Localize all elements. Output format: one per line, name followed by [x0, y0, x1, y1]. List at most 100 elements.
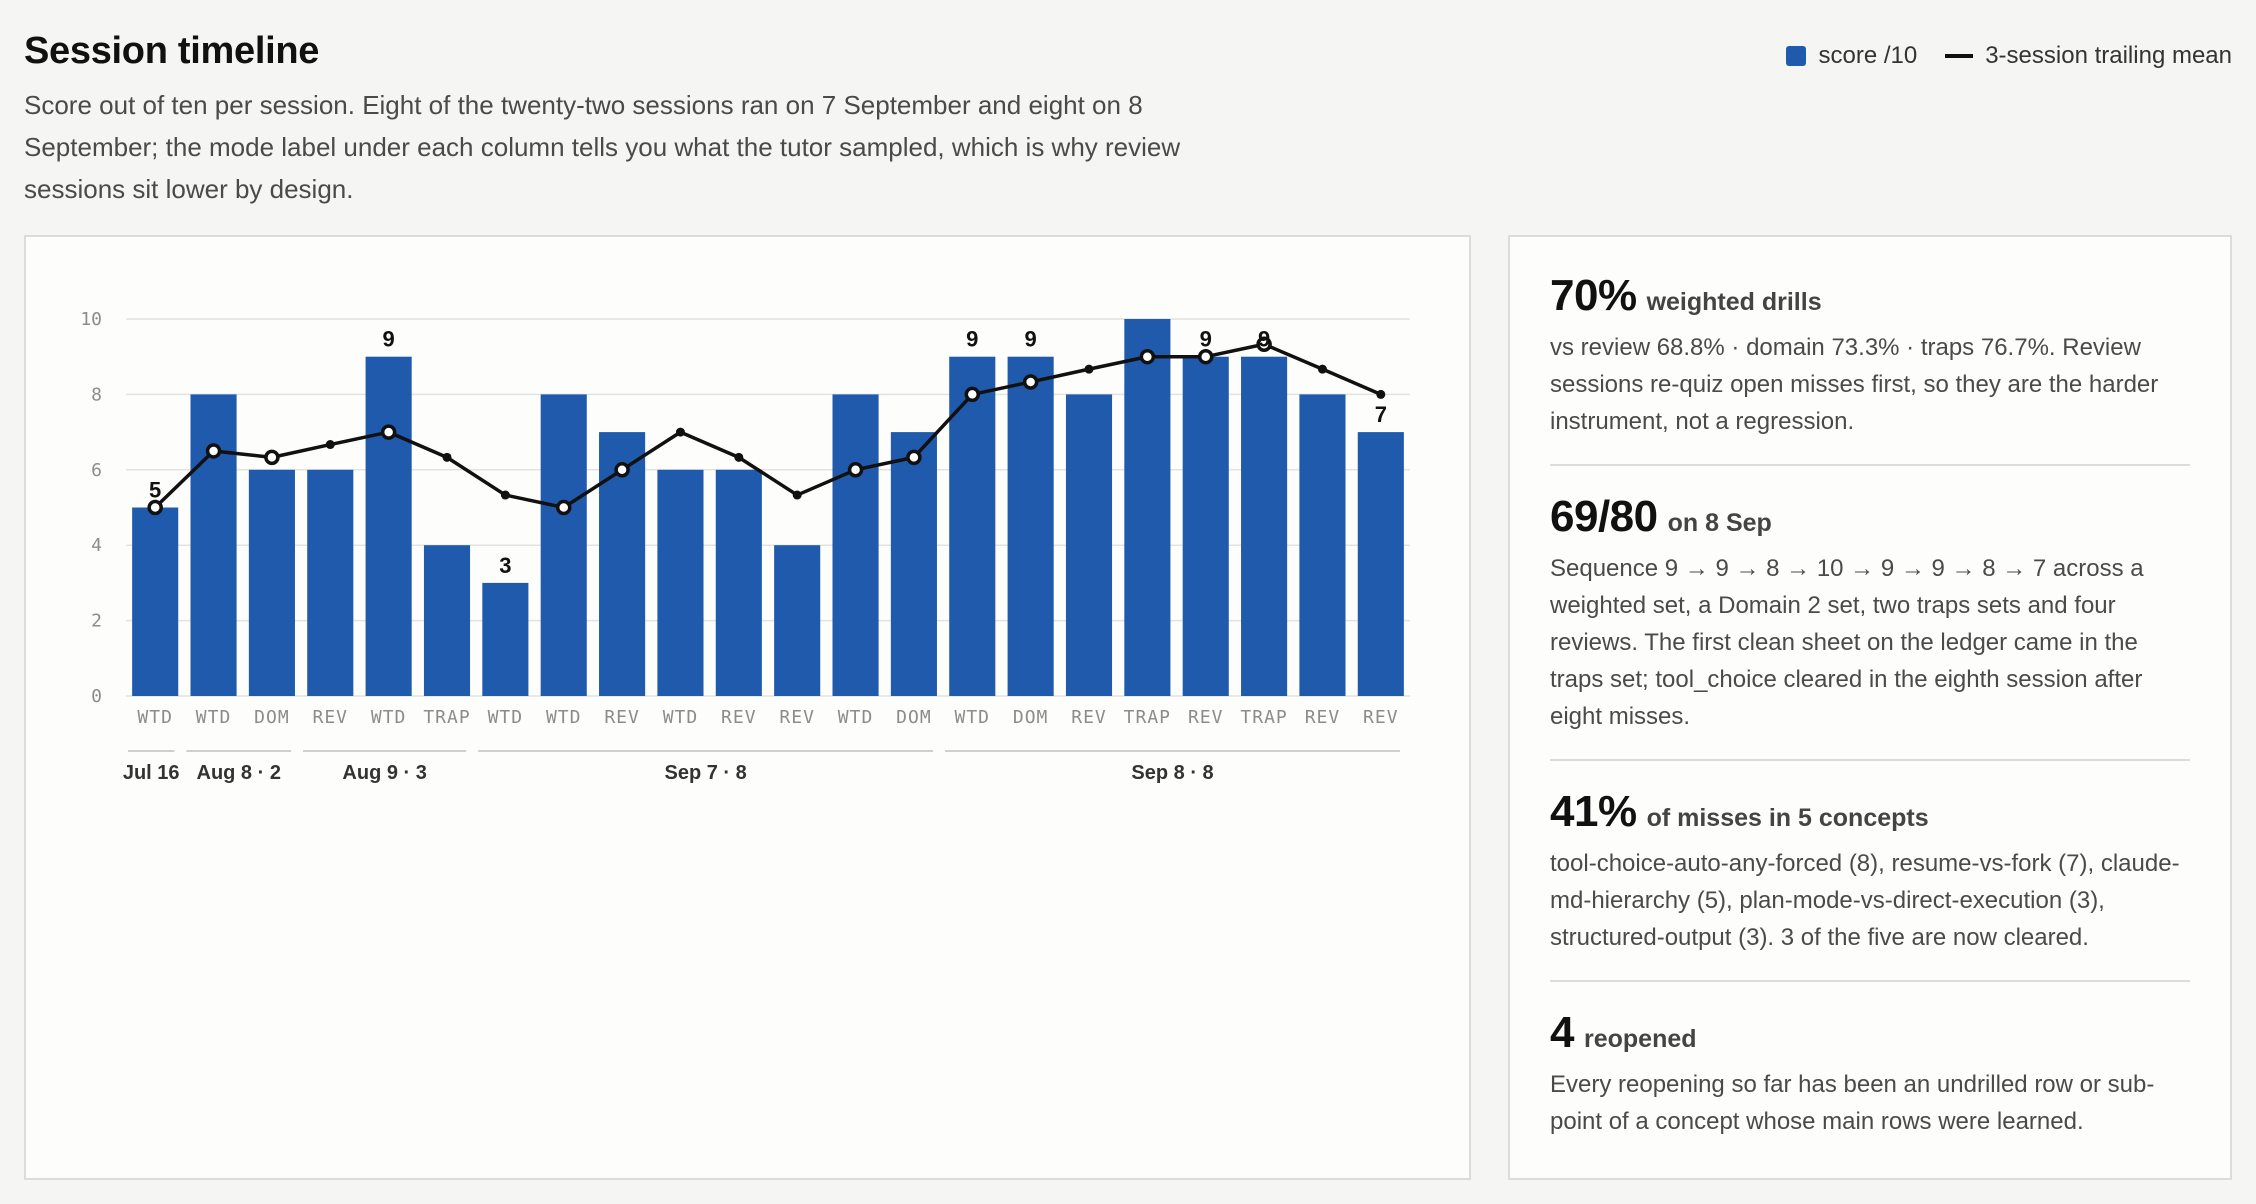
y-tick-label: 4	[91, 535, 102, 556]
stat-caption: reopened	[1583, 1025, 1697, 1053]
y-tick-label: 8	[91, 384, 102, 405]
legend-label-score: score /10	[1818, 42, 1918, 69]
mode-label: TRAP	[1124, 707, 1171, 728]
page-title: Session timeline	[24, 30, 320, 72]
bar-swatch-icon	[1786, 46, 1807, 66]
stat-sep8-score: 69/80 on 8 Sep Sequence 9 → 9 → 8 → 10 →…	[1550, 492, 2190, 761]
trailing-mean-line	[153, 342, 1382, 510]
bar-session-18	[1124, 319, 1171, 696]
trailing-mean-point	[264, 449, 280, 466]
trailing-mean-point	[847, 462, 864, 478]
y-tick-label: 10	[80, 309, 102, 330]
y-tick-label: 0	[91, 686, 102, 707]
mode-label: WTD	[546, 707, 582, 728]
bar-session-19	[1182, 356, 1229, 696]
mode-label: DOM	[896, 707, 932, 728]
trailing-mean-point	[792, 490, 802, 500]
bar-session-1	[132, 507, 179, 696]
trailing-mean-point	[555, 499, 572, 516]
bar-session-17	[1065, 394, 1113, 696]
mode-label: WTD	[955, 707, 991, 728]
trailing-mean-point	[325, 440, 335, 450]
stat-weighted-drills: 70% weighted drills vs review 68.8% · do…	[1550, 271, 2190, 466]
page-subtitle: Score out of ten per session. Eight of t…	[24, 90, 1181, 204]
bar-session-7	[482, 582, 529, 696]
mode-label: DOM	[1013, 707, 1049, 728]
bar-session-10	[657, 469, 704, 696]
bar-session-5	[365, 356, 412, 696]
line-swatch-icon	[1945, 54, 1974, 58]
stat-value: 69/80	[1550, 492, 1658, 541]
mode-label: WTD	[137, 707, 173, 728]
mode-label: TRAP	[423, 707, 470, 728]
data-label: 9	[1200, 327, 1212, 352]
trailing-mean-point	[964, 386, 981, 403]
trailing-mean-point	[675, 427, 685, 437]
stat-reopened: 4 reopened Every reopening so far has be…	[1550, 1008, 2190, 1164]
mode-label: REV	[779, 707, 815, 728]
stat-caption: of misses in 5 concepts	[1646, 804, 1929, 832]
stat-caption: weighted drills	[1646, 288, 1822, 316]
labels-layer: 0 2 4 6 8 10 WTD WTD DOM REV WTD TRAP WTD WTD REV WTD RE…	[80, 309, 1399, 784]
data-label: 9	[1258, 327, 1270, 352]
bar-session-16	[1007, 356, 1054, 696]
stat-body: Every reopening so far has been an undri…	[1550, 1071, 2155, 1135]
stat-value: 4	[1550, 1008, 1574, 1057]
mode-label: REV	[1305, 707, 1341, 728]
legend-item-mean: 3-session trailing mean	[1945, 42, 2232, 70]
trailing-mean-point	[1022, 374, 1039, 390]
mode-label: DOM	[254, 707, 290, 728]
mode-label: WTD	[838, 707, 874, 728]
stat-body: tool-choice-auto-any-forced (8), resume-…	[1550, 850, 2180, 951]
bar-session-20	[1241, 356, 1288, 696]
trailing-mean-point	[1376, 389, 1386, 399]
bar-session-2	[190, 394, 237, 696]
date-group-label: Jul 16	[123, 762, 180, 784]
data-label: 9	[966, 327, 978, 352]
mode-label: REV	[1071, 707, 1107, 728]
trailing-mean-point	[380, 424, 397, 440]
stat-miss-concentration: 41% of misses in 5 concepts tool-choice-…	[1550, 787, 2190, 982]
bar-session-4	[307, 469, 354, 696]
bar-session-6	[423, 545, 471, 696]
trailing-mean-point	[1084, 364, 1094, 374]
trailing-mean-point	[734, 452, 744, 462]
mode-label: WTD	[196, 707, 232, 728]
bar-session-8	[540, 394, 587, 696]
mode-label: REV	[313, 707, 349, 728]
trailing-mean-point	[1256, 336, 1272, 353]
data-label: 3	[499, 553, 511, 578]
trailing-mean-point	[1317, 364, 1327, 374]
data-label: 7	[1375, 402, 1387, 427]
data-label: 5	[149, 478, 161, 503]
mode-label: REV	[1363, 707, 1399, 728]
stat-value: 41%	[1550, 787, 1637, 836]
bar-session-12	[774, 545, 821, 696]
mode-label: WTD	[371, 707, 407, 728]
legend-item-score: score /10	[1786, 42, 1917, 70]
date-group-label: Sep 8 · 8	[1131, 762, 1213, 784]
trailing-mean-point	[614, 462, 630, 478]
bar-session-13	[832, 394, 879, 696]
chart-legend: score /10 3-session trailing mean	[1786, 42, 2232, 70]
data-label: 9	[383, 327, 395, 352]
trailing-mean-point	[205, 443, 222, 459]
date-group-label: Aug 9 · 3	[342, 762, 426, 784]
trailing-mean-point	[442, 452, 452, 462]
legend-label-mean: 3-session trailing mean	[1985, 42, 2232, 69]
y-tick-label: 2	[91, 611, 102, 632]
stats-panel: 70% weighted drills vs review 68.8% · do…	[1508, 235, 2232, 1180]
stat-body: Sequence 9 → 9 → 8 → 10 → 9 → 9 → 8 → 7 …	[1550, 555, 2144, 730]
trailing-mean-point	[906, 449, 922, 466]
mode-label: WTD	[488, 707, 524, 728]
mode-label: WTD	[663, 707, 699, 728]
mode-label: TRAP	[1240, 707, 1287, 728]
bar-session-3	[248, 469, 295, 696]
bar-session-11	[715, 469, 762, 696]
trailing-mean-point	[500, 490, 510, 500]
data-label: 9	[1025, 327, 1037, 352]
bar-session-14	[890, 432, 937, 696]
mode-label: REV	[721, 707, 757, 728]
chart-panel: 0 2 4 6 8 10 WTD WTD DOM REV WTD TRAP WTD WTD REV WTD RE…	[24, 235, 1471, 1180]
bar-session-15	[949, 356, 996, 696]
